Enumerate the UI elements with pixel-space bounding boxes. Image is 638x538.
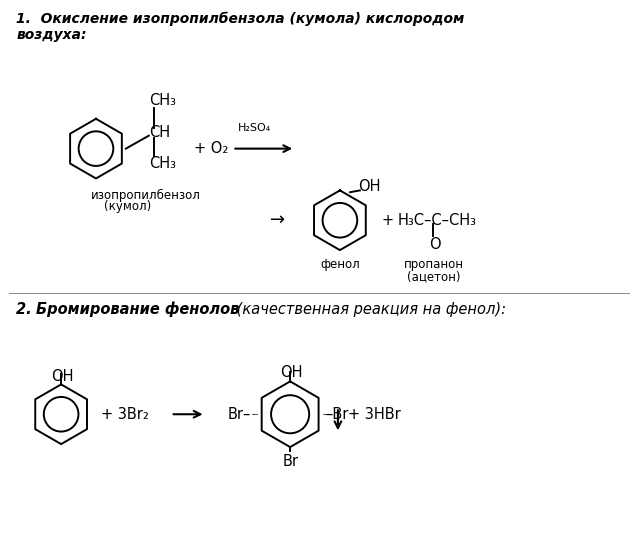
Text: O: O xyxy=(429,237,441,252)
Text: H₃C–C–CH₃: H₃C–C–CH₃ xyxy=(397,213,477,228)
Text: H₂SO₄: H₂SO₄ xyxy=(239,123,272,133)
Text: 1.  Окисление изопропилбензола (кумола) кислородом: 1. Окисление изопропилбензола (кумола) к… xyxy=(17,11,464,26)
Text: CH: CH xyxy=(149,125,170,140)
Text: (качественная реакция на фенол):: (качественная реакция на фенол): xyxy=(232,302,507,317)
Text: + 3HBr: + 3HBr xyxy=(348,407,401,422)
Text: OH: OH xyxy=(280,365,302,380)
Text: + 3Br₂: + 3Br₂ xyxy=(101,407,149,422)
Text: CH₃: CH₃ xyxy=(149,94,175,108)
Text: пропанон: пропанон xyxy=(403,258,463,271)
Text: + O₂: + O₂ xyxy=(193,141,228,156)
Text: 2.: 2. xyxy=(17,302,42,317)
Text: (кумол): (кумол) xyxy=(104,200,151,214)
Text: изопропилбензол: изопропилбензол xyxy=(91,188,201,202)
Text: +: + xyxy=(382,213,394,228)
Text: CH₃: CH₃ xyxy=(149,156,175,171)
Text: (ацетон): (ацетон) xyxy=(407,270,460,283)
Text: Br–: Br– xyxy=(227,407,251,422)
Text: OH: OH xyxy=(358,179,380,194)
Text: →: → xyxy=(271,211,285,229)
Text: Br: Br xyxy=(282,454,298,469)
Text: фенол: фенол xyxy=(320,258,360,271)
Text: Бромирование фенолов: Бромирование фенолов xyxy=(36,302,240,317)
Text: воздуха:: воздуха: xyxy=(17,29,87,43)
Text: –Br: –Br xyxy=(325,407,348,422)
Text: OH: OH xyxy=(51,369,73,384)
